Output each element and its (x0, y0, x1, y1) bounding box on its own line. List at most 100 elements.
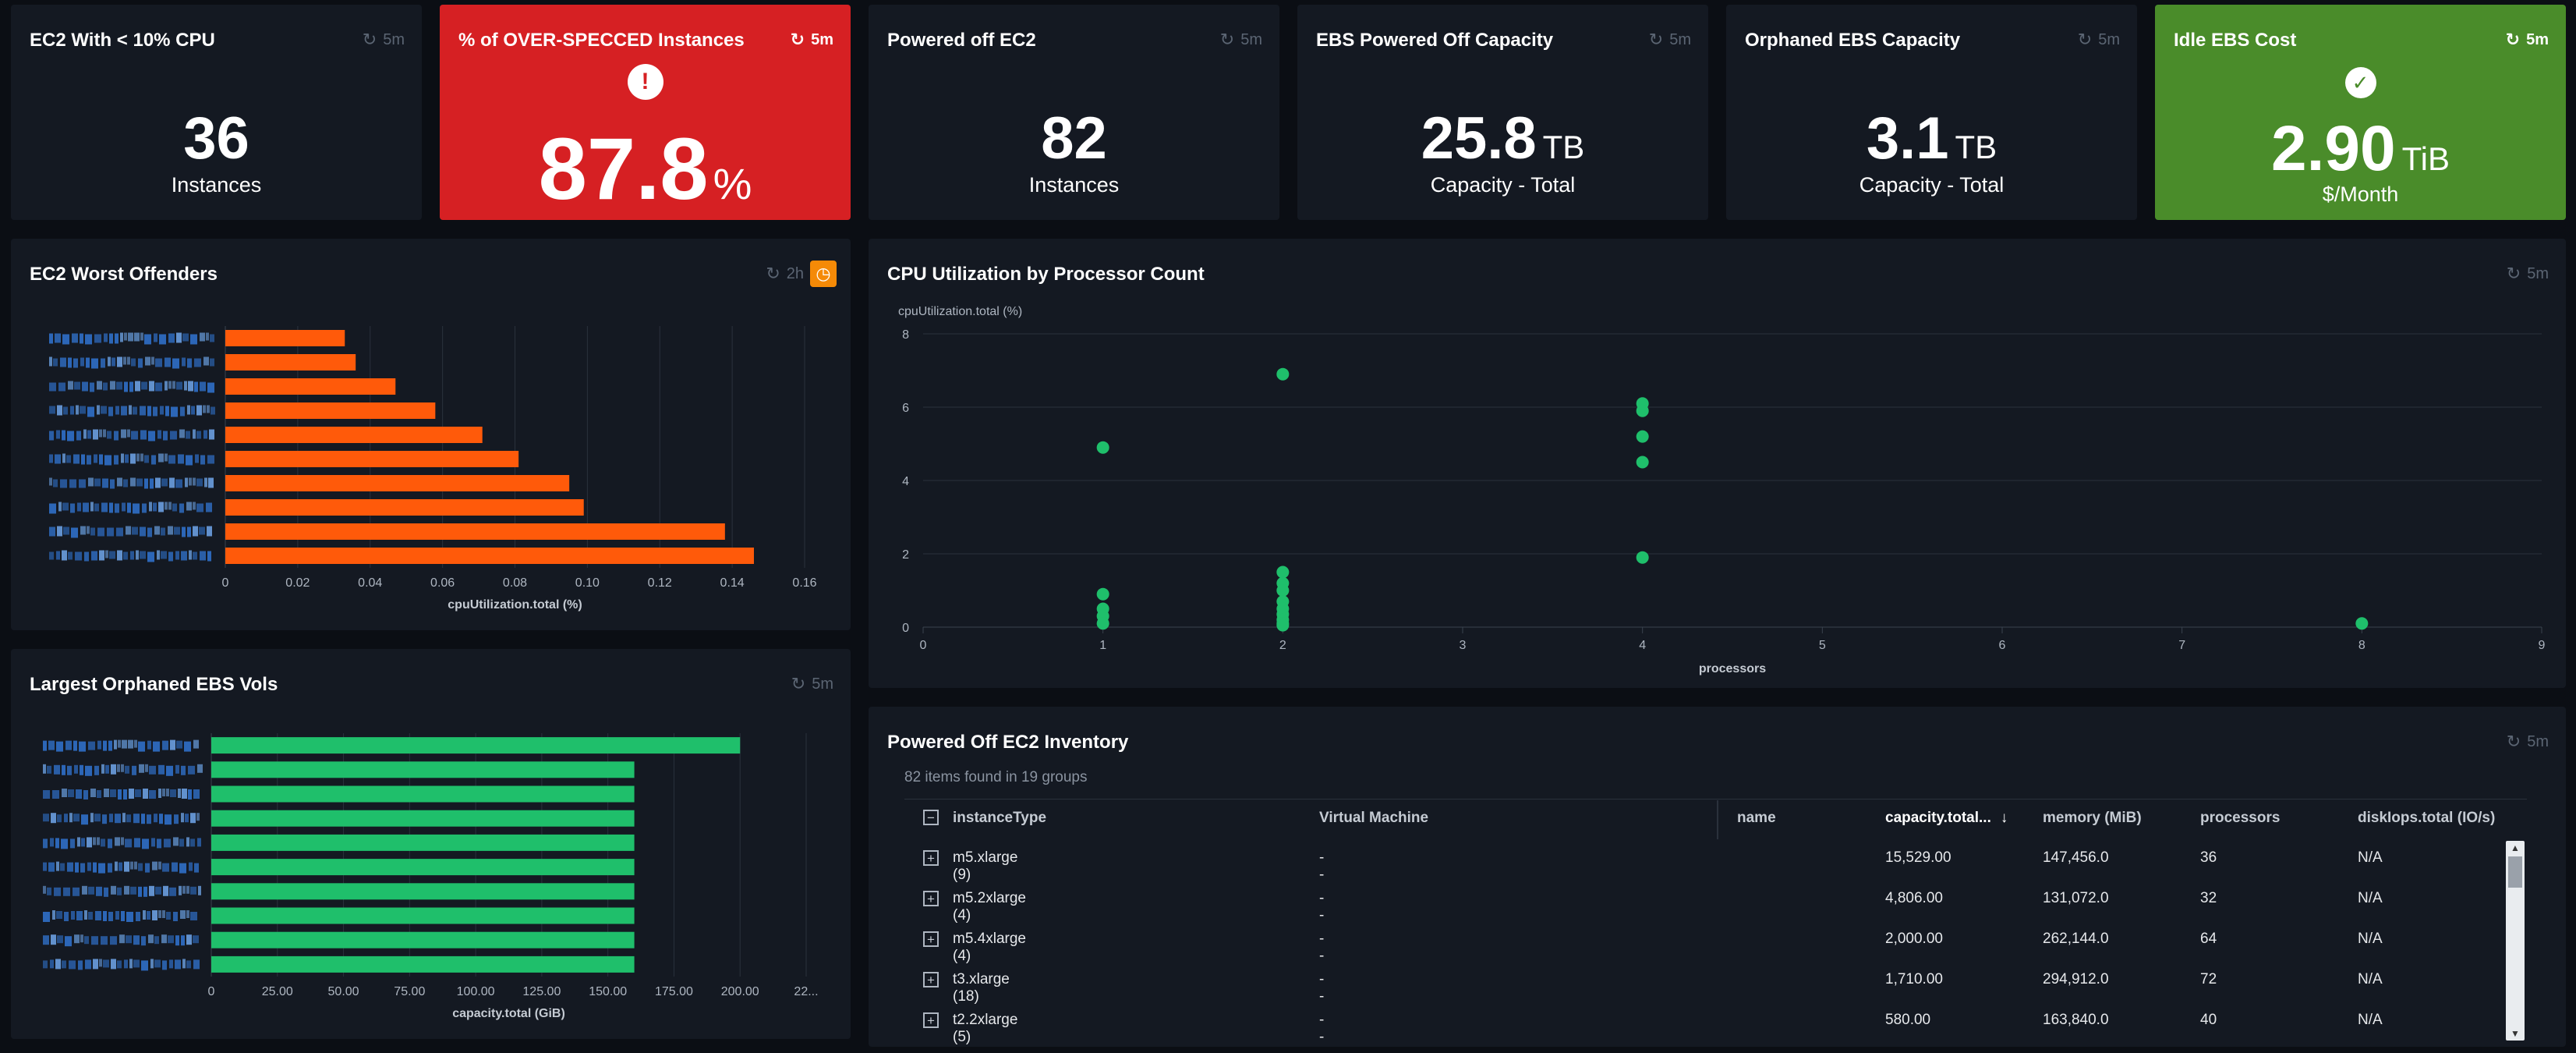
refresh-icon: ↻ (766, 264, 780, 283)
scroll-up-arrow-icon[interactable]: ▲ (2511, 842, 2520, 853)
refresh-control[interactable]: ↻ 5m (363, 30, 405, 50)
x-tick-label: 0.02 (285, 576, 310, 590)
cell-memory: 294,912.0 (2043, 971, 2109, 987)
big-number: 36 (183, 105, 249, 172)
cell-processors: 72 (2200, 971, 2217, 987)
clock-icon[interactable]: ◷ (810, 261, 837, 287)
refresh-interval: 5m (2527, 264, 2549, 282)
exclamation-icon: ! (627, 64, 663, 100)
x-tick-label: 0 (208, 985, 215, 998)
expand-row-icon[interactable]: + (923, 850, 939, 866)
x-tick-label: 4 (1639, 639, 1646, 652)
expand-row-icon[interactable]: + (923, 931, 939, 947)
x-axis-title: cpuUtilization.total (%) (448, 598, 582, 612)
bar (225, 378, 396, 395)
collapse-all-icon[interactable]: − (923, 810, 939, 825)
panel-inventory: Powered Off EC2 Inventory ↻ 5m 82 items f… (869, 707, 2566, 1047)
big-number: 87.8% (538, 120, 752, 218)
refresh-control[interactable]: ↻ 5m (2506, 30, 2549, 50)
tile-title: Powered off EC2 (887, 30, 1036, 51)
x-tick-label: 200.00 (721, 985, 759, 998)
column-header-processors[interactable]: processors (2200, 810, 2281, 826)
x-tick-label: 0 (222, 576, 229, 590)
expand-row-icon[interactable]: + (923, 891, 939, 906)
panel-title: EC2 Worst Offenders (30, 264, 218, 285)
column-header-memory[interactable]: memory (MiB) (2043, 810, 2142, 826)
obscured-category-label (49, 405, 215, 417)
bar (225, 499, 584, 516)
scroll-thumb[interactable] (2508, 856, 2522, 888)
column-header-instancetype[interactable]: instanceType (953, 810, 1047, 826)
x-tick-label: 0.16 (792, 576, 816, 590)
cell-capacity: 1,710.00 (1885, 971, 1943, 987)
x-tick-label: 0.10 (575, 576, 600, 590)
table-scrollbar[interactable]: ▲ ▼ (2506, 841, 2525, 1041)
cell-capacity: 15,529.00 (1885, 849, 1951, 866)
x-tick-label: 75.00 (394, 985, 425, 998)
expand-row-icon[interactable]: + (923, 1012, 939, 1028)
cell-processors: 40 (2200, 1012, 2217, 1028)
x-tick-label: 2 (1279, 639, 1286, 652)
sort-desc-icon[interactable]: ↓ (2000, 810, 2008, 826)
refresh-control[interactable]: ↻ 5m (791, 30, 833, 50)
tile-overspecced[interactable]: % of OVER-SPECCED Instances ↻ 5m ! 87.8% (440, 5, 851, 220)
column-header-diskiops[interactable]: diskIops.total (IO/s) (2358, 810, 2496, 826)
scatter-point (1096, 587, 1109, 601)
cell-vm: -- (1319, 971, 1325, 1005)
scatter-point (1276, 584, 1290, 597)
scroll-down-arrow-icon[interactable]: ▼ (2511, 1028, 2520, 1039)
scatter-point (1636, 551, 1649, 564)
refresh-control[interactable]: ↻ 2h ◷ (766, 261, 837, 287)
big-number-label: Instances (171, 173, 262, 197)
refresh-control[interactable]: ↻ 5m (2507, 732, 2549, 752)
y-axis-title: cpuUtilization.total (%) (898, 305, 1022, 318)
panel-cpu-scatter: CPU Utilization by Processor Count ↻ 5m c… (869, 239, 2566, 688)
scatter-point (1096, 441, 1109, 454)
bar (211, 907, 635, 924)
refresh-interval: 5m (2527, 732, 2549, 750)
refresh-control[interactable]: ↻ 5m (1649, 30, 1691, 50)
cell-processors: 64 (2200, 931, 2217, 947)
y-tick-label: 0 (902, 622, 909, 635)
panel-title: Powered Off EC2 Inventory (887, 732, 1129, 753)
tile-idle-ebs-cost[interactable]: Idle EBS Cost ↻ 5m ✓ 2.90 TiB $/Month (2155, 5, 2566, 220)
x-tick-label: 50.00 (328, 985, 359, 998)
x-tick-label: 9 (2539, 639, 2546, 652)
obscured-category-label (43, 789, 200, 800)
refresh-interval: 5m (812, 675, 833, 693)
tile-powered-off[interactable]: Powered off EC2 ↻ 5m 82 Instances (869, 5, 1279, 220)
column-divider (1717, 800, 1718, 839)
x-tick-label: 0.04 (358, 576, 382, 590)
refresh-icon: ↻ (2506, 264, 2521, 283)
tile-orphaned-ebs[interactable]: Orphaned EBS Capacity ↻ 5m 3.1 TB Capacity… (1726, 5, 2137, 220)
cell-type: m5.2xlarge (4) (953, 890, 1026, 924)
y-tick-label: 8 (902, 328, 909, 342)
column-header-name[interactable]: name (1737, 810, 1776, 826)
tile-ec2-low-cpu[interactable]: EC2 With < 10% CPU ↻ 5m 36 Instances (11, 5, 422, 220)
refresh-control[interactable]: ↻ 5m (791, 674, 833, 694)
refresh-control[interactable]: ↻ 5m (2507, 264, 2549, 284)
obscured-category-label (49, 429, 214, 441)
obscured-category-label (43, 764, 203, 776)
column-header-virtual-machine[interactable]: Virtual Machine (1319, 810, 1429, 826)
column-header-capacity[interactable]: capacity.total... ↓ (1885, 810, 2008, 827)
cell-memory: 131,072.0 (2043, 890, 2109, 906)
big-number: 25.8 TB (1421, 105, 1585, 172)
tile-title: Orphaned EBS Capacity (1745, 30, 1961, 51)
refresh-control[interactable]: ↻ 5m (2078, 30, 2120, 50)
refresh-interval: 5m (811, 30, 833, 48)
x-tick-label: 125.00 (522, 985, 561, 998)
big-number-label: $/Month (2322, 183, 2399, 206)
cell-capacity: 4,806.00 (1885, 890, 1943, 906)
refresh-control[interactable]: ↻ 5m (1220, 30, 1262, 50)
bar (211, 810, 635, 827)
obscured-category-label (49, 550, 211, 562)
tile-title: EBS Powered Off Capacity (1316, 30, 1554, 51)
expand-row-icon[interactable]: + (923, 972, 939, 987)
cell-type: t3.xlarge (18) (953, 971, 1010, 1005)
scatter-point (1636, 404, 1649, 417)
cell-type: t2.2xlarge (5) (953, 1012, 1018, 1045)
x-tick-label: 100.00 (457, 985, 495, 998)
tile-ebs-powered-off[interactable]: EBS Powered Off Capacity ↻ 5m 25.8 TB Capa… (1297, 5, 1708, 220)
orphaned-vols-chart: 0 25.00 50.00 75.00 100.00 125.00 150.00 175.00… (43, 733, 819, 1020)
